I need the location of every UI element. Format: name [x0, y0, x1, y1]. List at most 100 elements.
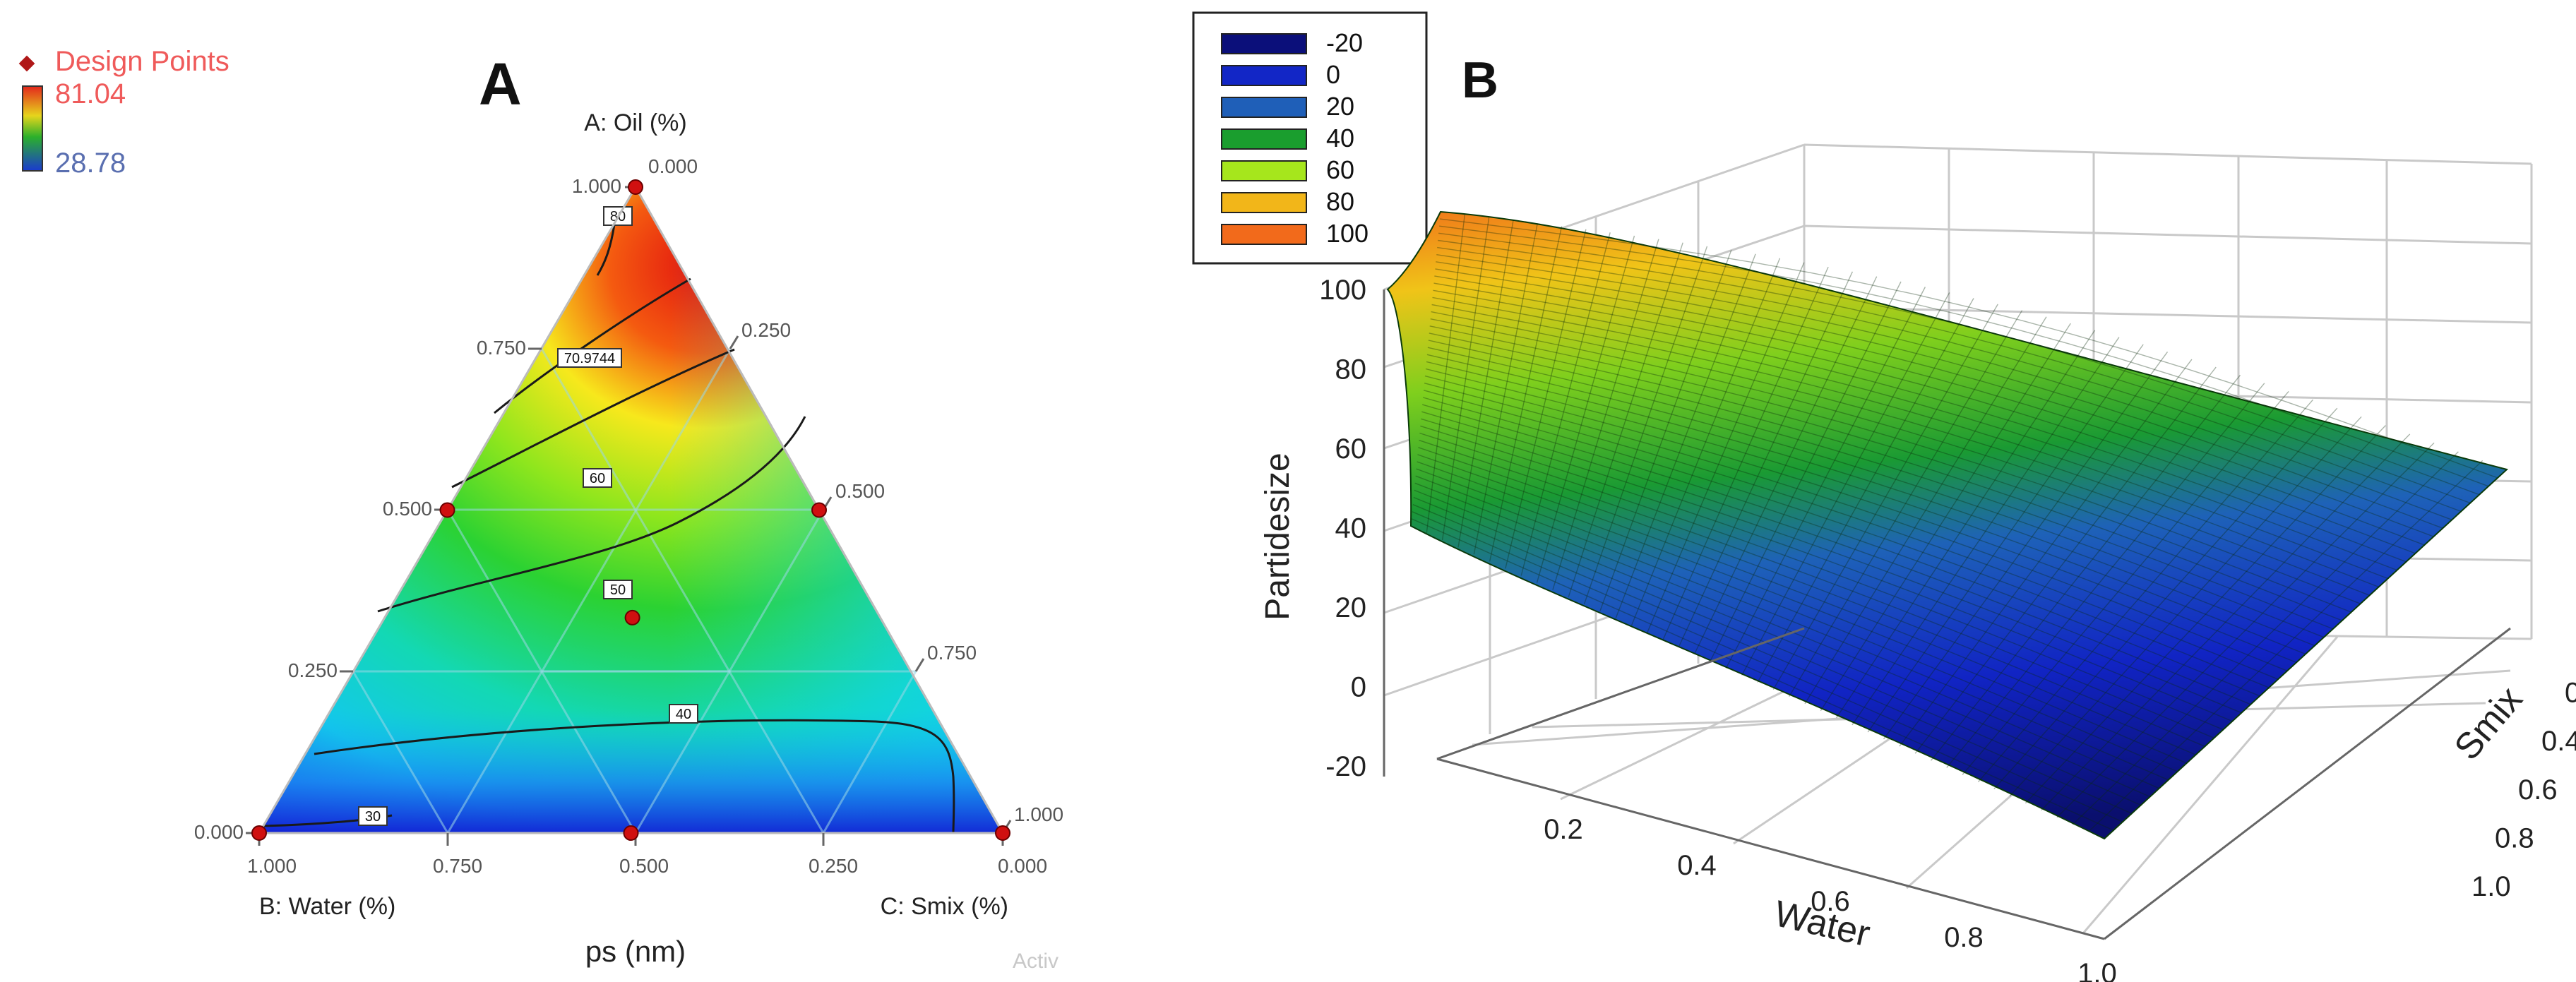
mesh-line	[1977, 399, 2314, 782]
tick-right-0750: 0.750	[927, 642, 977, 664]
legend-entry-label: 100	[1326, 219, 1368, 248]
z-tick-label: 100	[1319, 275, 1366, 306]
mesh-line	[1437, 246, 2462, 513]
mesh-line	[1883, 351, 2169, 740]
tick-left-1000: 1.000	[572, 175, 621, 197]
mesh-line	[1568, 242, 1683, 597]
z-tick-label: 40	[1335, 513, 1367, 544]
mesh-line	[1426, 354, 2325, 638]
mesh-line	[1899, 359, 2193, 747]
mesh-line	[1946, 383, 2265, 768]
mesh-line	[1962, 390, 2289, 775]
x-axis-label: Water	[1770, 893, 1873, 954]
design-point	[439, 502, 455, 518]
mesh-line	[1430, 318, 2370, 596]
x-tick-label: 1.0	[2077, 958, 2117, 982]
tick-right-1000: 1.000	[1014, 803, 1063, 825]
axis-label-a: A: Oil (%)	[584, 109, 686, 136]
contour-label-40: 40	[669, 704, 698, 724]
design-point	[251, 825, 267, 841]
legend-swatch	[1221, 97, 1307, 118]
mesh-line	[1431, 304, 2388, 580]
mesh-line	[1418, 447, 2205, 747]
svg-text:70.9744: 70.9744	[564, 351, 615, 366]
mesh-line	[1429, 333, 2352, 613]
y-axis-label: Smix	[2447, 679, 2531, 768]
panel-a: Design Points 81.04 28.78 A	[18, 46, 1063, 973]
mesh-line	[1431, 311, 2379, 588]
mesh-line	[1552, 239, 1659, 590]
legend-swatch	[1221, 33, 1307, 54]
design-point	[995, 825, 1010, 841]
svg-text:60: 60	[590, 471, 605, 486]
mesh-line	[1630, 258, 1781, 626]
contour-label-60: 60	[583, 468, 612, 488]
plot-box-front	[1383, 289, 2511, 940]
mesh-line	[1420, 425, 2233, 722]
mesh-line	[1417, 454, 2196, 755]
panel-b: B -20 0 20 40 60 80 100	[1192, 11, 2576, 982]
watermark-text: Activ	[1013, 950, 1059, 973]
mesh-line	[1435, 268, 2434, 537]
legend-swatch	[1221, 160, 1307, 181]
mesh-line	[1423, 397, 2270, 688]
surface	[1386, 210, 2509, 840]
ternary-grid	[352, 348, 917, 834]
mesh-line	[2056, 442, 2435, 818]
mesh-line	[1433, 289, 2407, 563]
y-tick-label: 0.4	[2541, 726, 2576, 757]
z-axis-label: Partidesize	[1259, 453, 1296, 620]
svg-text:40: 40	[676, 707, 691, 722]
mesh-line	[1772, 304, 1998, 690]
mesh-line	[1436, 261, 2443, 529]
tick-bottom-1000: 1.000	[247, 855, 297, 877]
mesh-line	[1836, 330, 2096, 719]
x-tick-label: 0.2	[1544, 814, 1583, 845]
mesh-line	[1599, 249, 1732, 612]
legend-entry-label: 60	[1326, 155, 1354, 184]
mesh-line	[1725, 287, 1926, 669]
tick-left-0250: 0.250	[288, 659, 338, 681]
z-tick-label: 80	[1335, 354, 1367, 385]
legend-entry-label: 20	[1326, 92, 1354, 121]
mesh-line	[1412, 511, 2123, 822]
design-point	[623, 825, 639, 841]
mesh-line	[1424, 375, 2297, 664]
mesh-line	[1867, 344, 2144, 733]
mesh-line	[1441, 217, 1490, 541]
z-tick-label: 60	[1335, 433, 1367, 465]
x-tick-label: 0.8	[1944, 922, 1984, 953]
mesh-line	[1993, 407, 2338, 789]
mesh-line	[1421, 418, 2242, 714]
tick-bottom-0750: 0.750	[433, 855, 482, 877]
mesh-line	[1427, 347, 2334, 630]
design-point-legend-marker	[18, 55, 35, 72]
mesh-line	[1428, 340, 2343, 621]
mesh-line	[1414, 482, 2159, 789]
mesh-line	[1438, 232, 2480, 496]
mesh-line	[1432, 297, 2397, 571]
mesh-line	[1436, 254, 2452, 520]
y-tick-label: 0.8	[2495, 822, 2534, 854]
legend-swatch	[1221, 224, 1307, 245]
mesh-line	[1710, 281, 1902, 661]
axis-label-c: C: Smix (%)	[881, 893, 1008, 920]
surface-patch	[1386, 210, 2509, 840]
mesh-line	[1694, 276, 1878, 654]
chart-title-a: ps (nm)	[585, 935, 686, 968]
design-points-label: Design Points	[55, 46, 229, 77]
mesh-line	[1438, 239, 2471, 504]
mesh-line	[1414, 489, 2151, 798]
axis-label-b: B: Water (%)	[259, 893, 395, 920]
mesh-line	[2041, 433, 2411, 811]
mesh-line	[1615, 253, 1756, 619]
contour-label-50: 50	[603, 580, 633, 599]
mesh-line	[1647, 262, 1805, 633]
tick-right-0000: 0.000	[648, 155, 698, 177]
mesh-line	[2088, 460, 2483, 832]
mesh-line	[1411, 518, 2114, 831]
legend-swatch	[1221, 65, 1307, 86]
panel-label-a: A	[479, 51, 522, 117]
mesh-line	[1433, 282, 2416, 554]
mesh-line	[2009, 416, 2362, 797]
